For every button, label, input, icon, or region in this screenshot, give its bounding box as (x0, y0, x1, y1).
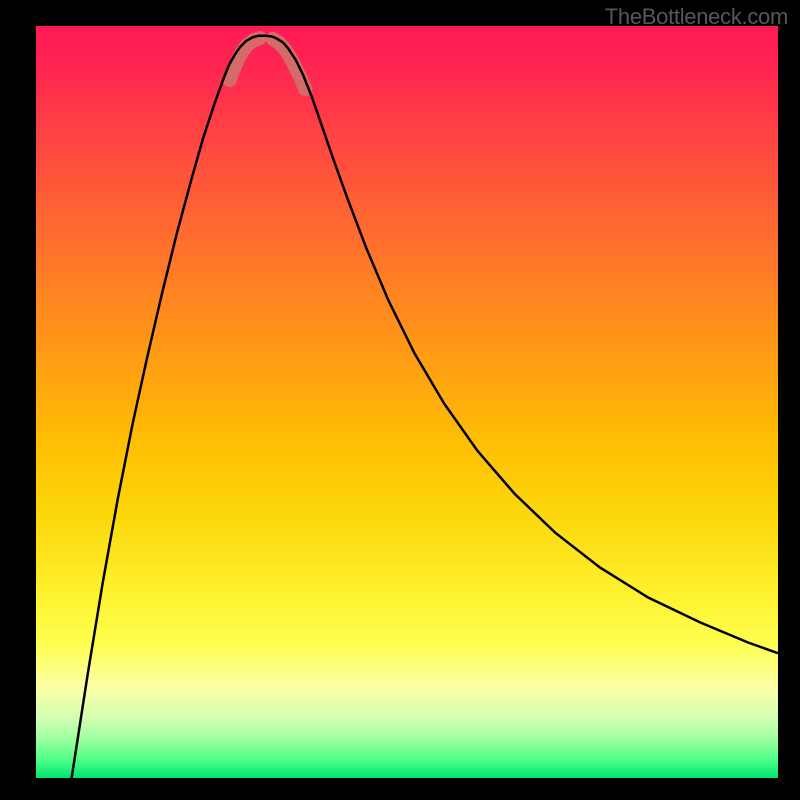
highlight-segment-left (230, 38, 260, 80)
plot-overlay (36, 26, 778, 778)
plot-area (36, 26, 778, 778)
bottleneck-curve (72, 36, 778, 778)
chart-frame: TheBottleneck.com (0, 0, 800, 800)
highlight-segment-right (273, 39, 306, 89)
